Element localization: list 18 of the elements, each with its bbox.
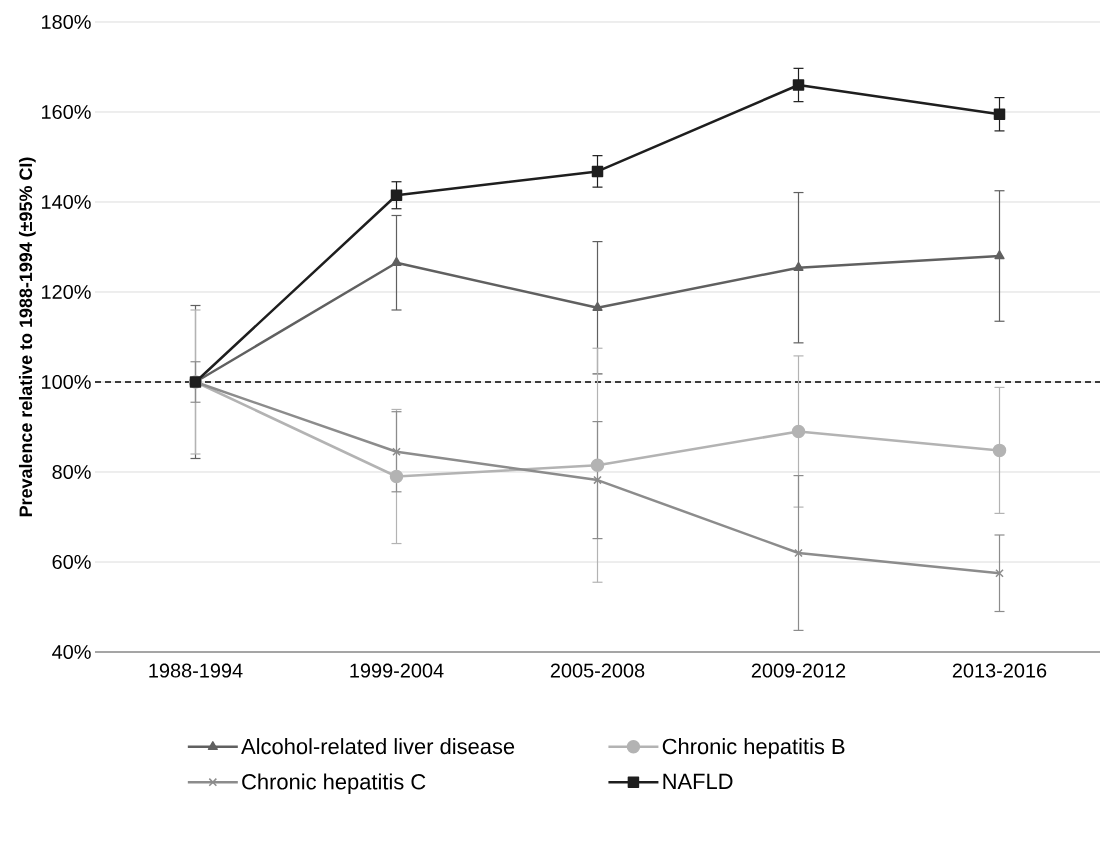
x-tick-label: 2013-2016 bbox=[952, 663, 1047, 678]
x-tick-label: 1999-2004 bbox=[350, 663, 444, 678]
legend-label: Chronic hepatitis C bbox=[242, 773, 426, 794]
x-tick-label: 2009-2012 bbox=[751, 663, 846, 678]
y-tick-label: 180% bbox=[42, 14, 91, 30]
legend-label: Chronic hepatitis B bbox=[662, 738, 845, 759]
y-tick-label: 120% bbox=[42, 284, 91, 300]
y-tick-label: 80% bbox=[52, 464, 91, 480]
y-tick-label: 40% bbox=[52, 644, 91, 660]
y-tick-label: 160% bbox=[42, 104, 91, 120]
legend-label: NAFLD bbox=[663, 773, 733, 789]
y-tick-label: 100% bbox=[42, 374, 91, 390]
y-axis-title: Prevalence relative to 1988-1994 (±95% CI) bbox=[18, 157, 36, 517]
y-tick-label: 60% bbox=[52, 554, 91, 570]
legend-label: Alcohol-related liver disease bbox=[241, 738, 515, 755]
x-tick-label: 2005-2008 bbox=[550, 663, 645, 678]
y-tick-label: 140% bbox=[42, 194, 91, 210]
x-tick-label: 1988-1994 bbox=[149, 663, 243, 678]
